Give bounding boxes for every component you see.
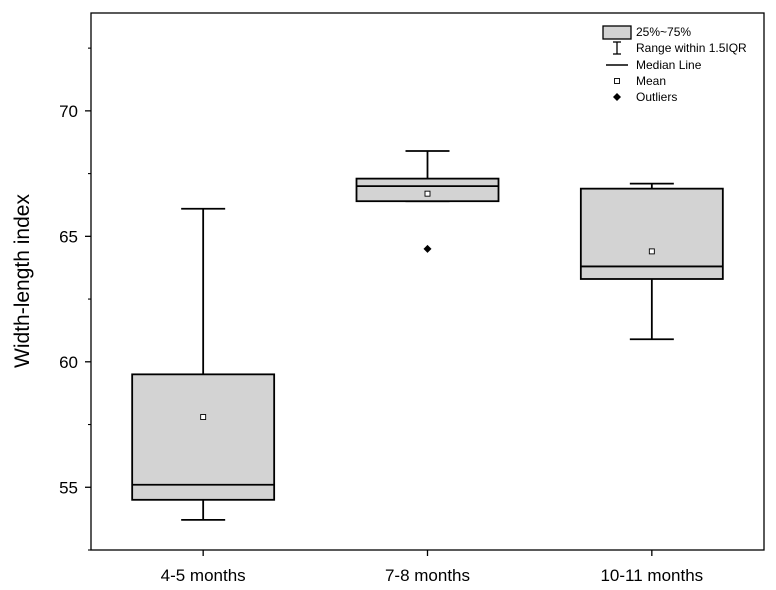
box-group: [355, 150, 500, 253]
box-group: [579, 182, 724, 341]
outlier-marker: [423, 244, 432, 253]
legend: 25%~75% Range within 1.5IQR Median Line Mea…: [602, 25, 747, 104]
x-tick-label: 4-5 months: [161, 566, 246, 585]
box-group: [131, 207, 276, 521]
boxes-group: [131, 150, 724, 521]
iqr-box: [355, 177, 500, 203]
legend-label: Outliers: [636, 90, 677, 104]
y-axis: 55 60 65 70: [59, 47, 91, 551]
y-tick-label: 55: [59, 478, 78, 497]
iqr-box: [131, 373, 276, 501]
legend-symbol-open-square: [614, 78, 620, 84]
x-tick-label: 7-8 months: [385, 566, 470, 585]
legend-label: Range within 1.5IQR: [636, 41, 747, 55]
y-axis-title: Width-length index: [11, 194, 34, 368]
legend-label: 25%~75%: [636, 25, 691, 39]
x-axis: 4-5 months 7-8 months 10-11 months: [161, 550, 703, 585]
mean-marker: [648, 248, 655, 255]
legend-symbol-filled-diamond: [613, 93, 621, 101]
y-tick-label: 60: [59, 353, 78, 372]
y-tick-label: 70: [59, 102, 78, 121]
legend-label: Median Line: [636, 58, 702, 72]
legend-label: Mean: [636, 74, 666, 88]
mean-marker: [424, 190, 431, 197]
x-tick-label: 10-11 months: [600, 566, 703, 585]
mean-marker: [200, 414, 207, 420]
legend-symbol-box: [602, 25, 632, 40]
legend-symbol-whisker: [613, 41, 621, 55]
iqr-box: [579, 187, 724, 280]
y-tick-label: 65: [59, 227, 78, 246]
